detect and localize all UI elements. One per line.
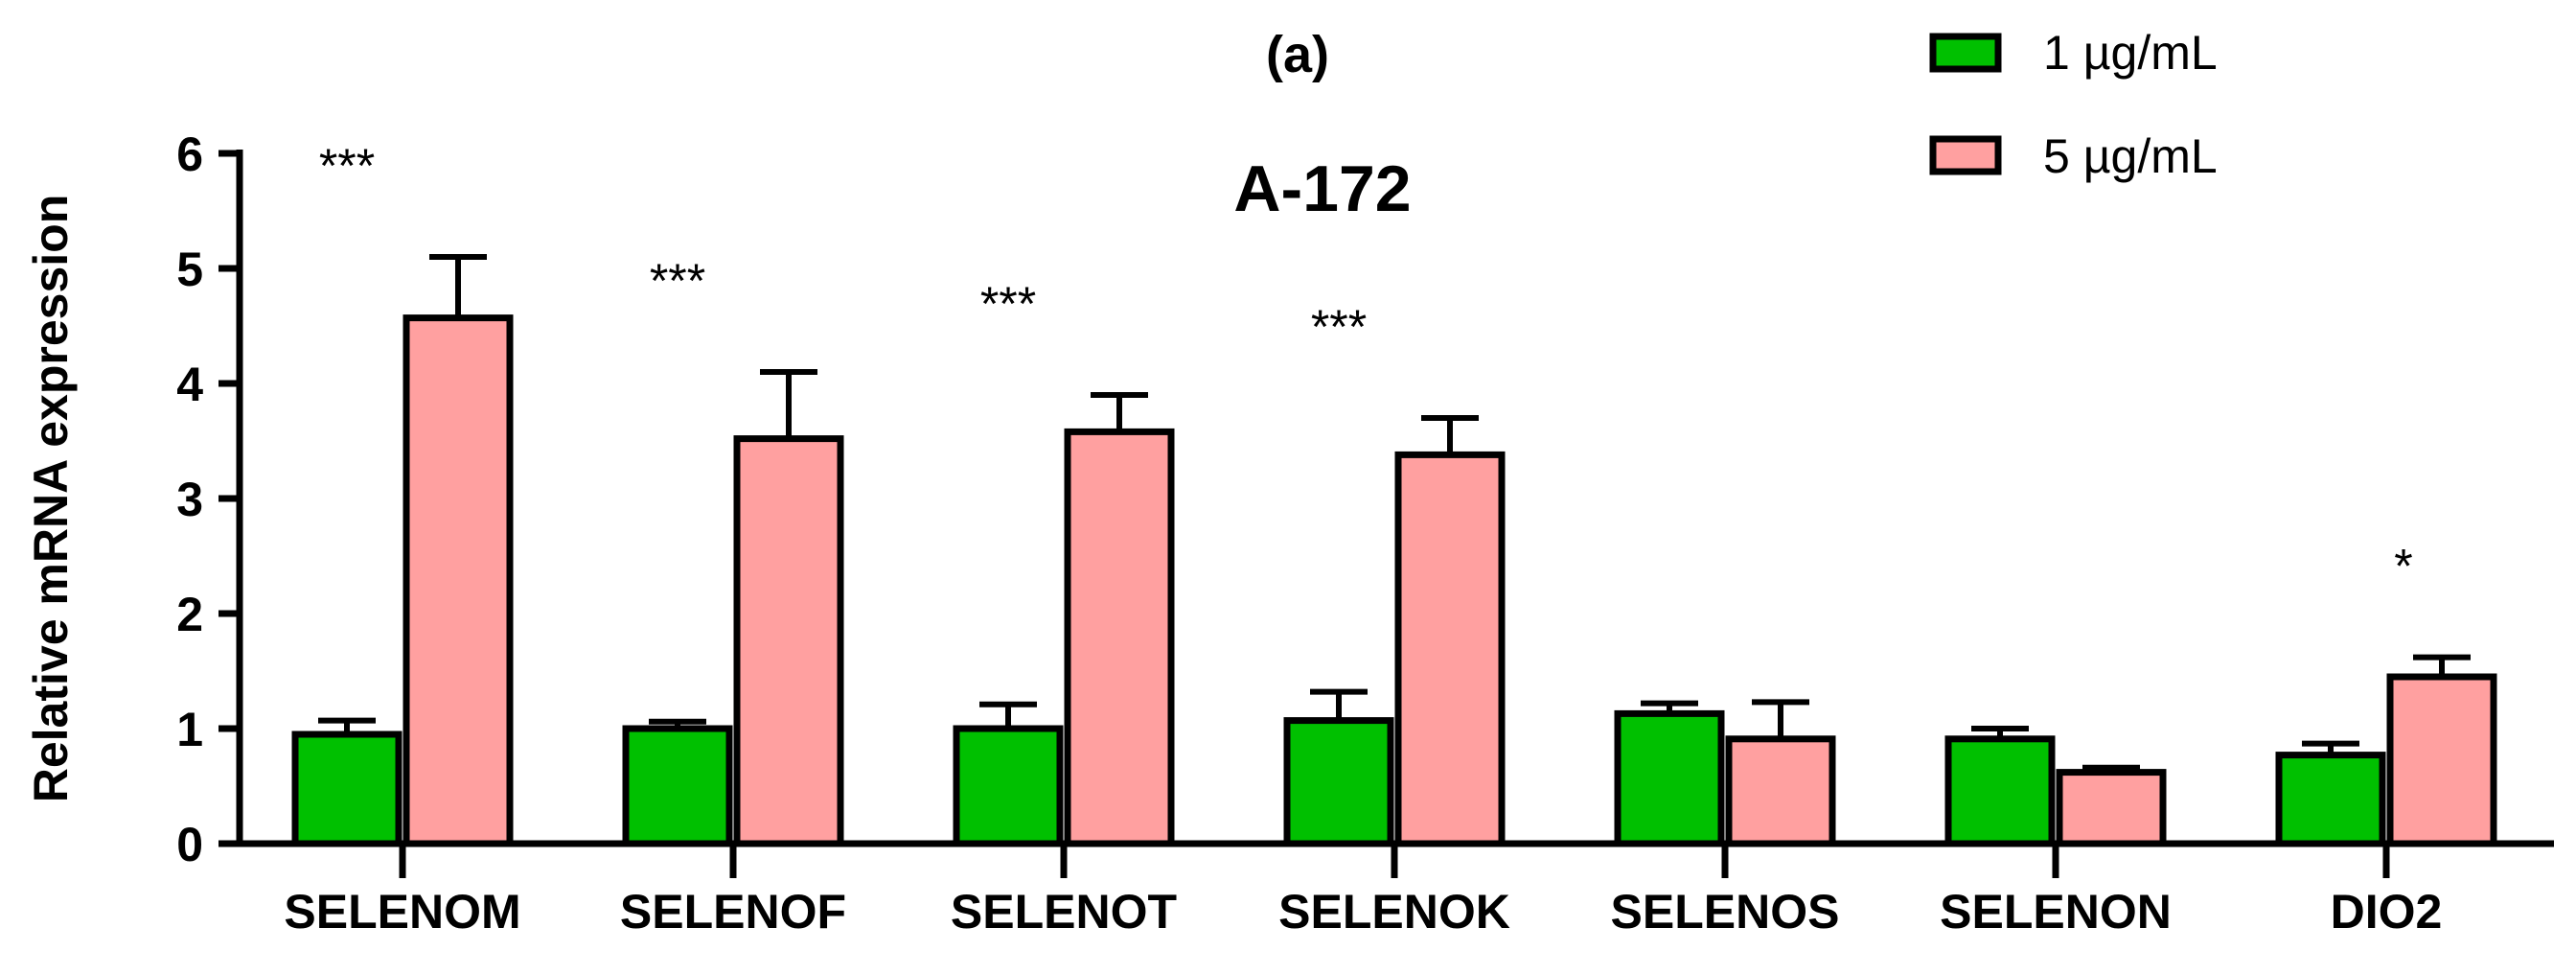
y-tick-label: 6	[176, 128, 203, 181]
significance-annotations: ****** *** ****	[319, 139, 2413, 593]
y-tick-label: 3	[176, 473, 203, 526]
bar	[953, 725, 1064, 847]
x-tick-label: SELENOS	[1611, 885, 1840, 939]
legend: 1 µg/mL 5 µg/mL	[1929, 26, 2218, 183]
bar	[291, 730, 402, 847]
x-tick-label: SELENOK	[1278, 885, 1510, 939]
bar	[733, 435, 844, 847]
bar	[1283, 717, 1394, 847]
bars	[291, 254, 2497, 847]
x-tick-label: SELENON	[1940, 885, 2172, 939]
significance-marker: ***	[319, 139, 375, 193]
y-tick-label: 4	[176, 358, 203, 411]
significance-marker: ***	[980, 277, 1036, 331]
panel-label: (a)	[1266, 26, 1329, 83]
y-tick-label: 5	[176, 243, 203, 296]
y-tick-label: 0	[176, 818, 203, 871]
y-ticks: 0 1 2 3 4 5 6	[176, 128, 240, 871]
legend-label-5-ug-ml: 5 µg/mL	[2043, 129, 2218, 183]
bar	[622, 725, 733, 847]
bar	[2056, 769, 2167, 847]
bar	[2275, 752, 2386, 847]
significance-marker: *	[2394, 540, 2412, 593]
chart-title: A-172	[1233, 152, 1411, 225]
x-tick-label: SELENOT	[951, 885, 1177, 939]
y-axis-label: Relative mRNA expression	[24, 195, 78, 803]
x-tick-label: SELENOM	[284, 885, 520, 939]
bar	[1394, 451, 1506, 847]
bar	[1944, 735, 2056, 847]
legend-swatch-5-ug-ml	[1929, 135, 2002, 175]
significance-marker: ***	[650, 254, 705, 308]
bar	[402, 314, 514, 847]
y-tick-label: 1	[176, 703, 203, 756]
bar	[2386, 673, 2497, 847]
y-tick-label: 2	[176, 588, 203, 641]
significance-marker: ***	[1311, 300, 1367, 354]
x-ticks: SELENOM SELENOF SELENOT SELENOK SELENOS SELEN…	[284, 844, 2442, 939]
x-tick-label: DIO2	[2331, 885, 2443, 939]
bar	[1725, 735, 1836, 847]
x-tick-label: SELENOF	[620, 885, 846, 939]
bar	[1614, 709, 1725, 847]
bar	[1064, 428, 1175, 847]
legend-swatch-1-ug-ml	[1929, 33, 2002, 73]
legend-label-1-ug-ml: 1 µg/mL	[2043, 26, 2218, 80]
